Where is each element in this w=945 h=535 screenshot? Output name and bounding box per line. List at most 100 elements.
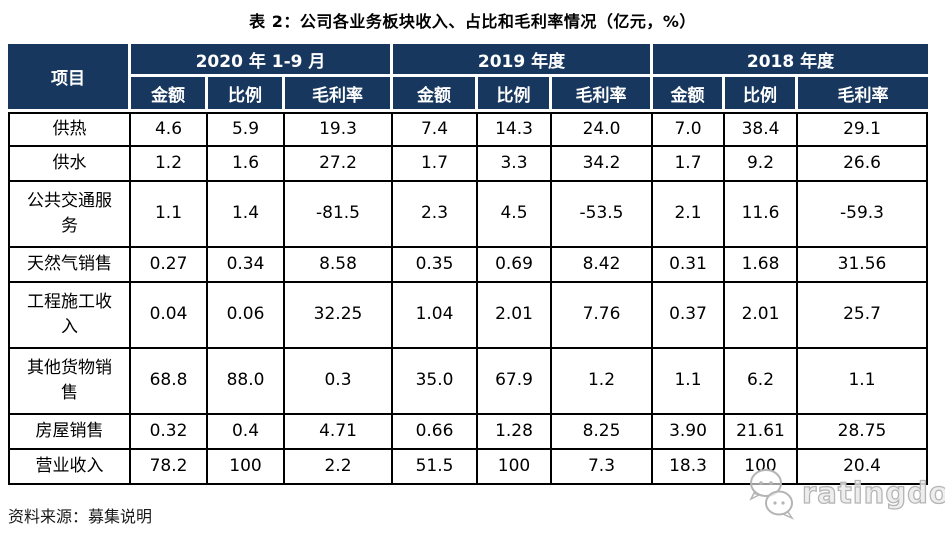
source-note: 资料来源：募集说明 bbox=[8, 507, 153, 526]
table-row: 供热 4.6 5.9 19.3 7.4 14.3 24.0 7.0 38.4 29.1 bbox=[8, 112, 928, 147]
value-cell: 2.01 bbox=[725, 283, 798, 349]
value-cell: 1.2 bbox=[131, 147, 208, 182]
sub-header-amount-2018: 金额 bbox=[653, 77, 725, 112]
period-header-2019: 2019 年度 bbox=[393, 44, 653, 77]
value-cell: 11.6 bbox=[725, 182, 798, 248]
sub-header-ratio-2020: 比例 bbox=[208, 77, 285, 112]
sub-header-amount-2020: 金额 bbox=[131, 77, 208, 112]
table-title: 表 2：公司各业务板块收入、占比和毛利率情况（亿元，%） bbox=[249, 12, 696, 31]
value-cell: 0.37 bbox=[653, 283, 725, 349]
sub-header-ratio-2019: 比例 bbox=[478, 77, 552, 112]
value-cell: 0.4 bbox=[208, 415, 285, 450]
row-label: 供水 bbox=[8, 147, 131, 182]
value-cell: 38.4 bbox=[725, 112, 798, 147]
period-header-2018: 2018 年度 bbox=[653, 44, 928, 77]
table-row: 公共交通服务 1.1 1.4 -81.5 2.3 4.5 -53.5 2.1 11.6 -59.3 bbox=[8, 182, 928, 248]
table-body: 供热 4.6 5.9 19.3 7.4 14.3 24.0 7.0 38.4 29.1 供水 1.2 1… bbox=[8, 112, 928, 485]
value-cell: 27.2 bbox=[285, 147, 393, 182]
value-cell: 5.9 bbox=[208, 112, 285, 147]
value-cell: -59.3 bbox=[798, 182, 928, 248]
table-row: 房屋销售 0.32 0.4 4.71 0.66 1.28 8.25 3.90 21.61 28.7… bbox=[8, 415, 928, 450]
value-cell: 1.1 bbox=[131, 182, 208, 248]
value-cell: 51.5 bbox=[393, 450, 478, 485]
value-cell: 9.2 bbox=[725, 147, 798, 182]
table-row: 其他货物销售 68.8 88.0 0.3 35.0 67.9 1.2 1.1 6.2 1.1 bbox=[8, 349, 928, 415]
value-cell: 8.58 bbox=[285, 248, 393, 283]
value-cell: 0.69 bbox=[478, 248, 552, 283]
row-label: 房屋销售 bbox=[8, 415, 131, 450]
value-cell: 8.42 bbox=[552, 248, 653, 283]
value-cell: 0.04 bbox=[131, 283, 208, 349]
value-cell: 7.3 bbox=[552, 450, 653, 485]
value-cell: 0.35 bbox=[393, 248, 478, 283]
table-row: 营业收入 78.2 100 2.2 51.5 100 7.3 18.3 100 20.4 bbox=[8, 450, 928, 485]
value-cell: 68.8 bbox=[131, 349, 208, 415]
row-label: 公共交通服务 bbox=[8, 182, 131, 248]
value-cell: 100 bbox=[208, 450, 285, 485]
value-cell: 8.25 bbox=[552, 415, 653, 450]
value-cell: 0.32 bbox=[131, 415, 208, 450]
value-cell: 28.75 bbox=[798, 415, 928, 450]
value-cell: 18.3 bbox=[653, 450, 725, 485]
value-cell: 0.34 bbox=[208, 248, 285, 283]
value-cell: 3.90 bbox=[653, 415, 725, 450]
value-cell: 2.1 bbox=[653, 182, 725, 248]
value-cell: 1.1 bbox=[798, 349, 928, 415]
period-header-2020: 2020 年 1-9 月 bbox=[131, 44, 393, 77]
value-cell: 78.2 bbox=[131, 450, 208, 485]
value-cell: 1.04 bbox=[393, 283, 478, 349]
sub-header-row: 金额 比例 毛利率 金额 比例 毛利率 金额 比例 毛利率 bbox=[8, 77, 928, 112]
value-cell: 24.0 bbox=[552, 112, 653, 147]
table-row: 工程施工收入 0.04 0.06 32.25 1.04 2.01 7.76 0.37 2.01 2… bbox=[8, 283, 928, 349]
value-cell: 3.3 bbox=[478, 147, 552, 182]
value-cell: 4.6 bbox=[131, 112, 208, 147]
sub-header-amount-2019: 金额 bbox=[393, 77, 478, 112]
business-segment-table: 项目 2020 年 1-9 月 2019 年度 2018 年度 金额 比例 毛利… bbox=[8, 44, 928, 485]
table-header: 项目 2020 年 1-9 月 2019 年度 2018 年度 金额 比例 毛利… bbox=[8, 44, 928, 112]
value-cell: 1.68 bbox=[725, 248, 798, 283]
value-cell: 4.71 bbox=[285, 415, 393, 450]
value-cell: 88.0 bbox=[208, 349, 285, 415]
value-cell: 2.01 bbox=[478, 283, 552, 349]
value-cell: 7.4 bbox=[393, 112, 478, 147]
value-cell: 2.2 bbox=[285, 450, 393, 485]
row-label: 其他货物销售 bbox=[8, 349, 131, 415]
table-row: 供水 1.2 1.6 27.2 1.7 3.3 34.2 1.7 9.2 26.6 bbox=[8, 147, 928, 182]
value-cell: 1.1 bbox=[653, 349, 725, 415]
value-cell: 35.0 bbox=[393, 349, 478, 415]
row-label: 天然气销售 bbox=[8, 248, 131, 283]
value-cell: 7.76 bbox=[552, 283, 653, 349]
value-cell: 4.5 bbox=[478, 182, 552, 248]
value-cell: 2.3 bbox=[393, 182, 478, 248]
sub-header-margin-2020: 毛利率 bbox=[285, 77, 393, 112]
value-cell: 25.7 bbox=[798, 283, 928, 349]
value-cell: 31.56 bbox=[798, 248, 928, 283]
value-cell: 0.66 bbox=[393, 415, 478, 450]
row-label: 营业收入 bbox=[8, 450, 131, 485]
value-cell: -53.5 bbox=[552, 182, 653, 248]
value-cell: 100 bbox=[478, 450, 552, 485]
value-cell: 1.6 bbox=[208, 147, 285, 182]
value-cell: 34.2 bbox=[552, 147, 653, 182]
value-cell: 6.2 bbox=[725, 349, 798, 415]
value-cell: 32.25 bbox=[285, 283, 393, 349]
value-cell: 14.3 bbox=[478, 112, 552, 147]
value-cell: -81.5 bbox=[285, 182, 393, 248]
value-cell: 19.3 bbox=[285, 112, 393, 147]
value-cell: 0.3 bbox=[285, 349, 393, 415]
value-cell: 0.31 bbox=[653, 248, 725, 283]
value-cell: 1.28 bbox=[478, 415, 552, 450]
value-cell: 67.9 bbox=[478, 349, 552, 415]
value-cell: 21.61 bbox=[725, 415, 798, 450]
sub-header-margin-2018: 毛利率 bbox=[798, 77, 928, 112]
value-cell: 1.7 bbox=[393, 147, 478, 182]
value-cell: 1.4 bbox=[208, 182, 285, 248]
value-cell: 26.6 bbox=[798, 147, 928, 182]
value-cell: 1.2 bbox=[552, 349, 653, 415]
row-label: 工程施工收入 bbox=[8, 283, 131, 349]
value-cell: 0.27 bbox=[131, 248, 208, 283]
value-cell: 20.4 bbox=[798, 450, 928, 485]
value-cell: 7.0 bbox=[653, 112, 725, 147]
table-row: 天然气销售 0.27 0.34 8.58 0.35 0.69 8.42 0.31 1.68 31.… bbox=[8, 248, 928, 283]
row-label: 供热 bbox=[8, 112, 131, 147]
